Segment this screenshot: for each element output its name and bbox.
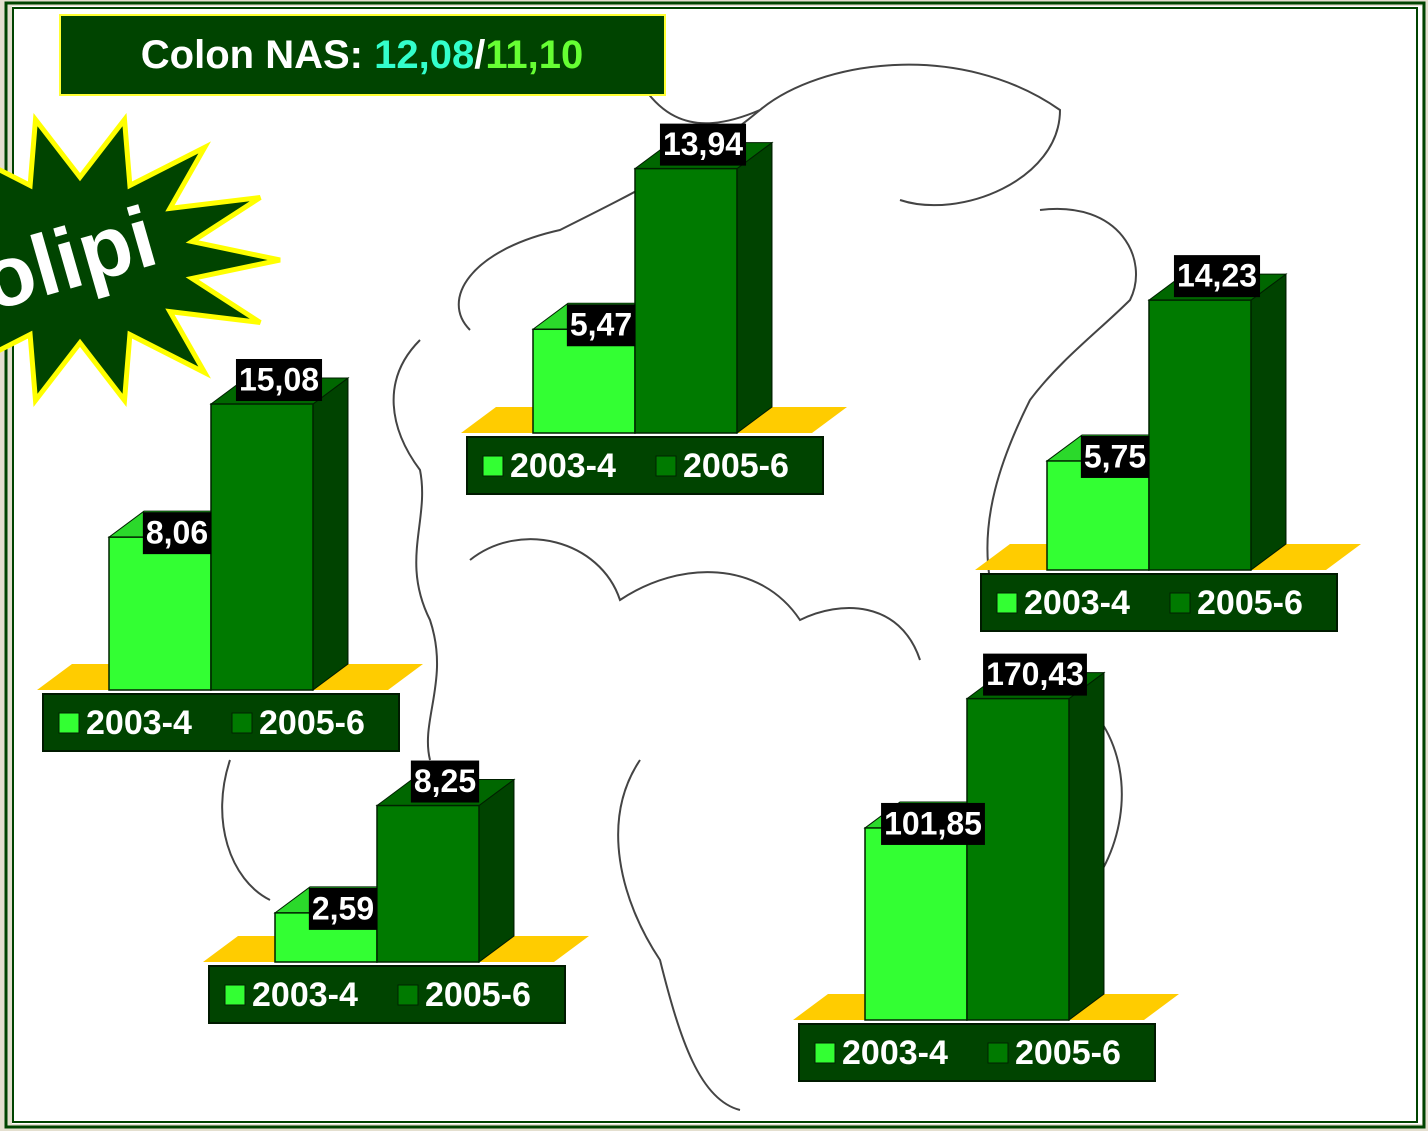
- bar-side-shade: [1251, 274, 1286, 570]
- value-label: 5,47: [570, 307, 632, 343]
- bar: [634, 167, 738, 434]
- starburst: [0, 112, 281, 408]
- value-label-bg: [659, 123, 747, 166]
- legend-swatch: [655, 455, 677, 477]
- value-label: 5,75: [1084, 438, 1146, 474]
- frame-outer: [4, 1, 1426, 1129]
- value-label-bg: [142, 512, 212, 555]
- bar: [1148, 299, 1252, 571]
- legend-label: 2003-4: [510, 447, 616, 485]
- legend-label: 2005-6: [259, 704, 365, 742]
- bar: [108, 536, 212, 691]
- bar-side-shade: [1069, 672, 1104, 1020]
- legend-swatch: [231, 712, 253, 734]
- value-label: 13,94: [663, 126, 743, 162]
- bar: [1046, 460, 1150, 571]
- value-label: 8,06: [146, 515, 208, 551]
- legend-label: 2005-6: [1015, 1034, 1121, 1072]
- legend-swatch: [224, 984, 246, 1006]
- value-label: 15,08: [239, 361, 319, 397]
- bar: [376, 804, 480, 963]
- legend-swatch: [996, 592, 1018, 614]
- legend-label: 2003-4: [86, 704, 192, 742]
- legend-label: 2003-4: [1024, 584, 1130, 622]
- title-label: Colon NAS:: [141, 33, 374, 77]
- legend-swatch: [397, 984, 419, 1006]
- legend-swatch: [1169, 592, 1191, 614]
- value-label: 8,25: [414, 763, 476, 799]
- bar: [864, 827, 968, 1021]
- legend-label: 2005-6: [683, 447, 789, 485]
- legend-swatch: [58, 712, 80, 734]
- value-label-bg: [235, 359, 323, 401]
- value-label: 14,23: [1177, 258, 1257, 294]
- legend-swatch: [814, 1042, 836, 1064]
- bar: [966, 697, 1070, 1021]
- legend-box: [208, 965, 566, 1024]
- title: Colon NAS: 12,08/11,10: [141, 33, 583, 77]
- legend-box: [42, 693, 400, 752]
- legend-label: 2005-6: [1197, 584, 1303, 622]
- value-label-bg: [410, 760, 480, 803]
- bar-side-shade: [313, 378, 348, 690]
- legend-swatch: [987, 1042, 1009, 1064]
- value-label-bg: [566, 304, 636, 347]
- legend-box: [980, 573, 1338, 632]
- frame-inner: [12, 7, 1418, 1123]
- bar: [532, 328, 636, 434]
- title-box: [59, 14, 666, 96]
- bar-side-shade: [737, 142, 772, 433]
- legend-box: [466, 436, 824, 495]
- value-label-bg: [308, 887, 378, 930]
- value-label: 2,59: [312, 890, 374, 926]
- legend-label: 2005-6: [425, 976, 531, 1014]
- legend-label: 2003-4: [252, 976, 358, 1014]
- value-label-bg: [1080, 435, 1150, 478]
- value-label-bg: [1173, 255, 1261, 298]
- legend-label: 2003-4: [842, 1034, 948, 1072]
- title-value: 11,10: [485, 33, 583, 77]
- bar-side-shade: [479, 779, 514, 962]
- bar: [210, 403, 314, 691]
- value-label-bg: [983, 653, 1087, 696]
- title-value: 12,08: [374, 33, 474, 77]
- value-label-bg: [881, 802, 985, 845]
- legend-swatch: [482, 455, 504, 477]
- legend-box: [798, 1023, 1156, 1082]
- value-label: 170,43: [986, 656, 1084, 692]
- value-label: 101,85: [884, 805, 982, 841]
- title-separator: /: [474, 33, 485, 77]
